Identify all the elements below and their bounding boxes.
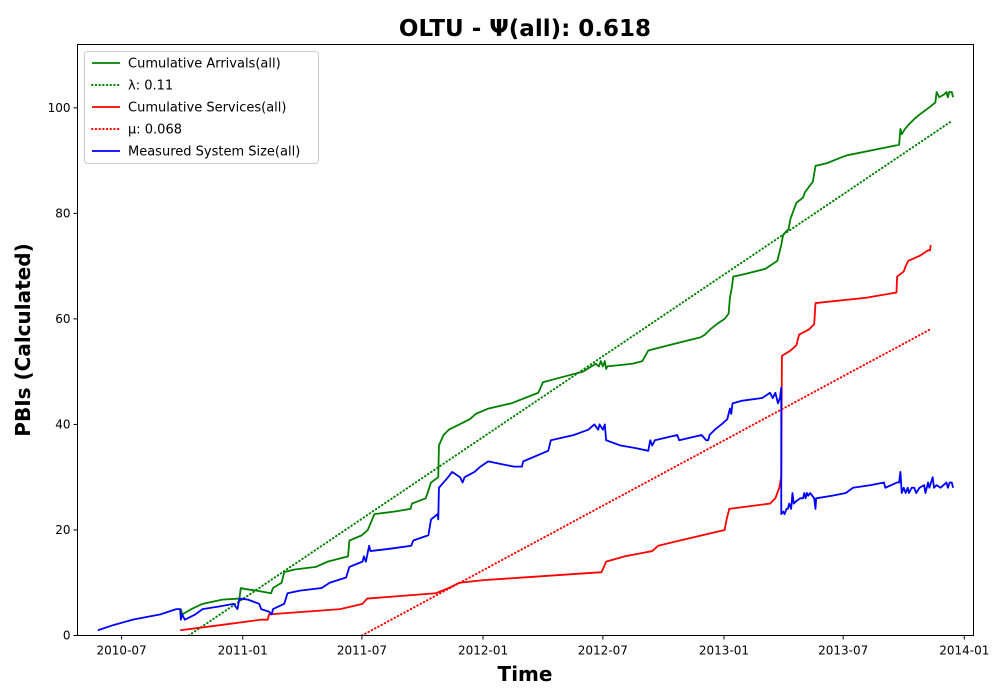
chart-title: OLTU - Ψ(all): 0.618	[399, 16, 651, 42]
series-layer	[97, 91, 954, 636]
x-tick-label: 2012-07	[578, 644, 628, 658]
y-tick-label: 60	[55, 312, 70, 326]
x-axis-ticks: 2010-07 2011-01 2011-07 2012-01 2012-07 2013-…	[97, 635, 989, 658]
y-tick-label: 0	[63, 629, 71, 643]
series-line-3	[180, 244, 932, 632]
legend-label: Cumulative Arrivals(all)	[128, 57, 281, 72]
x-tick-label: 2011-01	[218, 644, 268, 658]
legend-box	[84, 51, 319, 164]
y-axis-ticks: 0 20 40 60 80 100	[48, 101, 78, 643]
legend-label: λ: 0.11	[128, 79, 173, 94]
y-axis-label: PBIs (Calculated)	[11, 243, 35, 436]
y-tick-label: 20	[55, 523, 70, 537]
x-tick-label: 2010-07	[97, 644, 147, 658]
x-tick-label: 2012-01	[458, 644, 508, 658]
legend: Cumulative Arrivals(all) λ: 0.11 Cumulativ…	[84, 51, 319, 164]
x-tick-label: 2013-07	[818, 644, 868, 658]
x-tick-label: 2011-07	[337, 644, 387, 658]
series-line-2	[187, 120, 953, 636]
x-tick-label: 2013-01	[699, 644, 749, 658]
legend-label: μ: 0.068	[128, 123, 182, 138]
x-tick-label: 2014-01	[939, 644, 989, 658]
y-tick-label: 80	[55, 206, 70, 220]
plot-area-frame	[77, 44, 974, 636]
series-line-5	[97, 386, 954, 632]
x-axis-label: Time	[498, 662, 553, 686]
series-line-4	[360, 328, 932, 636]
series-line-1	[179, 91, 954, 616]
legend-label: Cumulative Services(all)	[128, 101, 286, 116]
legend-label: Measured System Size(all)	[128, 145, 300, 160]
y-tick-label: 40	[55, 417, 70, 431]
y-tick-label: 100	[48, 101, 71, 115]
